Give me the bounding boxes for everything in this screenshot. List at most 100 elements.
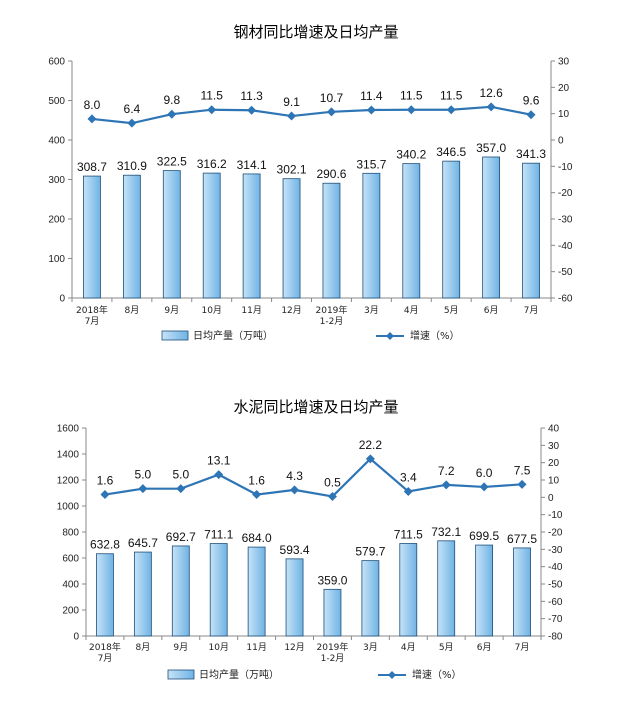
line-point: [327, 491, 337, 501]
y-left-tick-label: 300: [48, 175, 65, 186]
x-tick-label: 3月: [364, 305, 379, 316]
line-point: [486, 102, 496, 112]
y-right-tick-label: 0: [548, 493, 554, 504]
line-point: [214, 470, 224, 480]
bar-data-label: 593.4: [280, 543, 310, 557]
y-right-tick-label: 30: [548, 441, 560, 452]
line-data-label: 1.6: [97, 474, 114, 488]
bar-data-label: 315.7: [356, 157, 386, 171]
bar-data-label: 308.7: [77, 160, 107, 174]
x-tick-label: 3月: [363, 642, 378, 653]
y-right-tick-label: -80: [548, 632, 563, 643]
bar: [475, 544, 494, 637]
bar: [399, 543, 418, 637]
x-tick-label: 12月: [284, 642, 304, 653]
bar: [482, 156, 501, 299]
y-left-tick-label: 100: [48, 254, 65, 265]
line-data-label: 5.0: [172, 468, 189, 482]
y-left-tick-label: 800: [62, 528, 79, 539]
x-tick-label: 8月: [136, 642, 151, 653]
line-point: [366, 105, 376, 115]
line-data-label: 6.4: [124, 102, 141, 116]
legend-diamond-icon: [388, 671, 396, 679]
y-left-tick-label: 200: [48, 215, 65, 226]
line-point: [100, 490, 110, 500]
x-tick-label: 9月: [173, 642, 188, 653]
y-right-tick-label: 30: [558, 57, 570, 68]
y-right-tick-label: -30: [558, 215, 573, 226]
y-left-tick-label: 600: [62, 554, 79, 565]
line-data-label: 3.4: [400, 470, 417, 484]
bar-data-label: 684.0: [242, 531, 272, 545]
y-right-tick-label: 10: [558, 109, 570, 120]
y-right-tick-label: 20: [548, 458, 560, 469]
y-right-tick-label: -10: [558, 162, 573, 173]
legend-diamond-icon: [386, 332, 394, 340]
line-data-label: 9.8: [163, 93, 180, 107]
line-data-label: 1.6: [248, 474, 265, 488]
line-point: [403, 486, 413, 496]
bar: [171, 545, 190, 637]
legend-line-label: 增速（%）: [410, 329, 460, 342]
x-tick-label: 8月: [125, 305, 140, 316]
x-tick-label: 5月: [444, 305, 459, 316]
x-tick-label: 10月: [201, 305, 221, 316]
y-right-tick-label: -60: [558, 294, 573, 305]
line-data-label: 11.5: [440, 89, 463, 103]
x-tick-label: 2019年: [317, 641, 349, 653]
bar-data-label: 340.2: [396, 148, 426, 162]
line-point: [446, 105, 456, 115]
y-right-tick-label: -50: [548, 580, 563, 591]
line-data-label: 11.3: [240, 89, 263, 103]
cement-chart: 水泥同比增速及日均产量 0200400600800100012001400160…: [57, 398, 563, 681]
bar-data-label: 322.5: [157, 155, 187, 169]
line-data-label: 7.5: [514, 463, 531, 477]
bar: [247, 546, 266, 637]
bar: [361, 560, 380, 637]
y-right-tick-label: -50: [558, 267, 573, 278]
x-tick-label: 12月: [281, 305, 301, 316]
line-point: [365, 454, 375, 464]
x-tick-label: 4月: [404, 305, 419, 316]
y-left-tick-label: 400: [48, 136, 65, 147]
line-data-label: 11.5: [200, 89, 223, 103]
y-left-tick-label: 1200: [57, 476, 80, 487]
line-point: [517, 479, 527, 489]
bar: [442, 160, 461, 299]
bar: [285, 558, 304, 637]
line-data-label: 12.6: [479, 86, 503, 100]
bar-data-label: 310.9: [117, 159, 147, 173]
line-point: [326, 107, 336, 117]
bar-data-label: 711.5: [394, 528, 423, 542]
line-point: [479, 482, 489, 492]
line-data-label: 4.3: [286, 469, 303, 483]
x-tick-label: 2018年: [89, 641, 121, 653]
bar-data-label: 692.7: [166, 530, 196, 544]
bar-data-label: 645.7: [128, 536, 158, 550]
bar-series: 308.7 310.9 322.5 316.2 314.1 302.1 290.6 315.7…: [77, 141, 546, 299]
x-tick-label: 4月: [401, 642, 416, 653]
legend-bar-swatch: [167, 669, 195, 680]
line-data-label: 6.0: [476, 466, 493, 480]
y-right-tick-label: -20: [558, 188, 573, 199]
bar-data-label: 314.1: [237, 158, 267, 172]
bar: [513, 547, 531, 637]
x-tick-label: 7月: [524, 305, 539, 316]
y-right-tick-label: -20: [548, 528, 563, 539]
line-series: 8.0 6.4 9.8 11.5 11.3 9.1 10.7 11.4 11.5 11.5 12.6…: [84, 86, 540, 128]
line-point: [526, 110, 536, 120]
y-left-tick-label: 1400: [57, 450, 80, 461]
legend: 日均产量（万吨） 增速（%）: [161, 329, 460, 342]
line-point: [406, 105, 416, 115]
bar-data-label: 357.0: [476, 141, 506, 155]
y-left-tick-label: 500: [48, 96, 65, 107]
bar-data-label: 732.1: [431, 525, 461, 539]
y-left-tick-label: 0: [59, 294, 65, 305]
line-point: [138, 484, 148, 494]
line-data-label: 11.5: [400, 89, 423, 103]
bar-data-label: 699.5: [469, 529, 499, 543]
legend-bar-swatch: [161, 330, 189, 341]
bar-data-label: 290.6: [316, 167, 346, 181]
x-tick-label: 9月: [164, 305, 179, 316]
